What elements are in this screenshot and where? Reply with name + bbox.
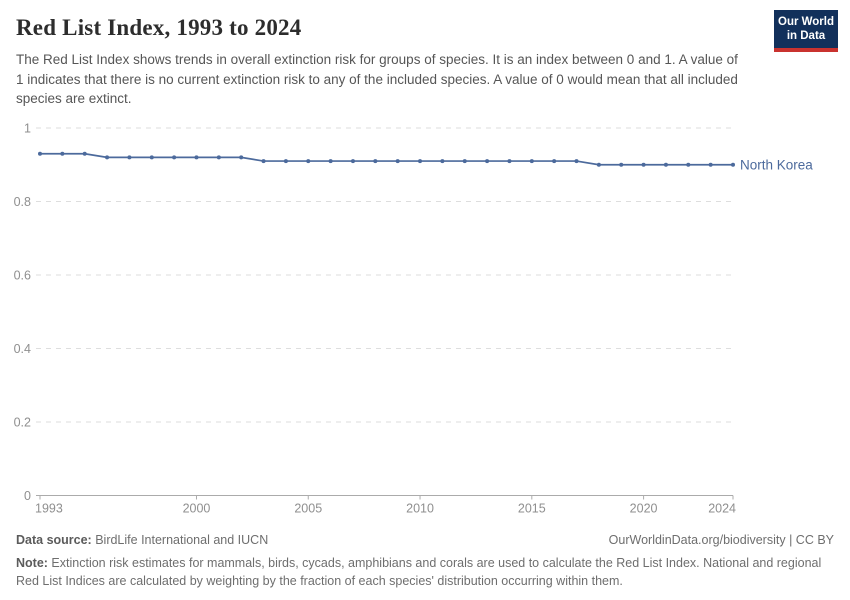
- data-point[interactable]: [283, 159, 288, 164]
- owid-logo[interactable]: Our World in Data: [774, 10, 838, 53]
- data-point[interactable]: [261, 159, 266, 164]
- data-point[interactable]: [462, 159, 467, 164]
- data-point[interactable]: [529, 159, 534, 164]
- data-point[interactable]: [172, 155, 177, 160]
- chart-header: Red List Index, 1993 to 2024 The Red Lis…: [0, 0, 850, 109]
- data-point[interactable]: [127, 155, 132, 160]
- note-row: Note: Extinction risk estimates for mamm…: [16, 554, 834, 590]
- owid-logo-line2: in Data: [786, 30, 826, 43]
- data-point[interactable]: [686, 162, 691, 167]
- data-point[interactable]: [619, 162, 624, 167]
- y-tick-label: 0.4: [14, 342, 31, 356]
- y-tick-label: 0.6: [14, 269, 31, 283]
- data-point[interactable]: [731, 162, 735, 167]
- data-point[interactable]: [328, 159, 333, 164]
- y-tick-label: 0: [24, 489, 31, 503]
- data-point[interactable]: [373, 159, 378, 164]
- data-point[interactable]: [552, 159, 557, 164]
- x-tick-label: 2015: [518, 502, 546, 516]
- data-point[interactable]: [216, 155, 221, 160]
- data-point[interactable]: [306, 159, 311, 164]
- data-point[interactable]: [60, 151, 65, 156]
- y-tick-label: 1: [24, 122, 31, 136]
- x-tick-label: 2005: [294, 502, 322, 516]
- source-row: Data source: BirdLife International and …: [16, 531, 834, 549]
- data-point[interactable]: [350, 159, 355, 164]
- data-point[interactable]: [663, 162, 668, 167]
- data-point[interactable]: [38, 151, 42, 156]
- chart-subtitle: The Red List Index shows trends in overa…: [16, 52, 738, 107]
- chart-title: Red List Index, 1993 to 2024: [16, 15, 302, 40]
- data-point[interactable]: [395, 159, 400, 164]
- data-point[interactable]: [574, 159, 579, 164]
- x-tick-label: 2024: [708, 502, 736, 516]
- data-point[interactable]: [596, 162, 601, 167]
- data-point[interactable]: [440, 159, 445, 164]
- data-point[interactable]: [239, 155, 244, 160]
- note-label: Note:: [16, 556, 48, 571]
- series-line[interactable]: [40, 152, 733, 166]
- data-point[interactable]: [82, 151, 87, 156]
- entity-label[interactable]: North Korea: [740, 157, 813, 172]
- y-tick-label: 0.2: [14, 416, 31, 430]
- x-tick-label: 1993: [35, 502, 63, 516]
- owid-logo-line1: Our World: [778, 16, 835, 28]
- data-point[interactable]: [641, 162, 646, 167]
- x-tick-label: 2020: [630, 502, 658, 516]
- data-point[interactable]: [105, 155, 110, 160]
- data-source: Data source: BirdLife International and …: [16, 531, 268, 549]
- data-point[interactable]: [149, 155, 154, 160]
- data-point[interactable]: [485, 159, 490, 164]
- x-tick-label: 2010: [406, 502, 434, 516]
- note-text: Extinction risk estimates for mammals, b…: [16, 556, 822, 589]
- owid-cc-link[interactable]: OurWorldinData.org/biodiversity | CC BY: [608, 533, 834, 547]
- data-point[interactable]: [194, 155, 199, 160]
- y-tick-label: 0.8: [14, 195, 31, 209]
- chart-footer: Data source: BirdLife International and …: [16, 531, 834, 590]
- data-point[interactable]: [507, 159, 512, 164]
- x-tick-label: 2000: [183, 502, 211, 516]
- data-point[interactable]: [708, 162, 713, 167]
- data-point[interactable]: [418, 159, 423, 164]
- data-source-text: BirdLife International and IUCN: [91, 533, 269, 547]
- data-source-label: Data source:: [16, 533, 92, 547]
